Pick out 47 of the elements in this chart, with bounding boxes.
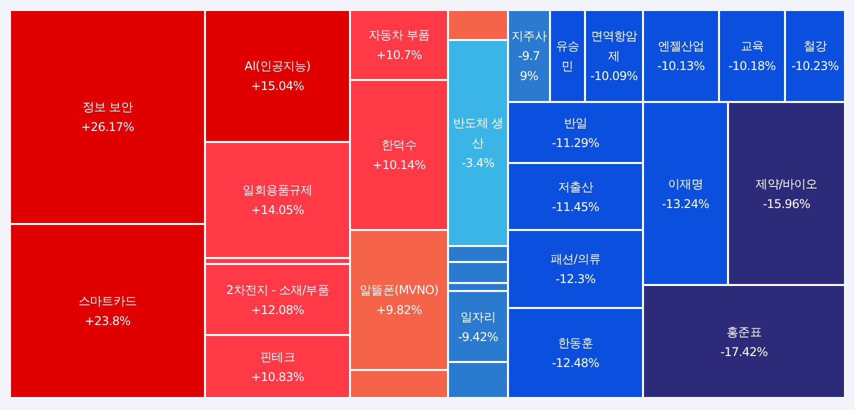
data-label: -9.79%	[517, 48, 541, 85]
data-label: -11.45%	[552, 198, 600, 216]
category-label: 2차전지 - 소재/부품	[226, 282, 329, 298]
data-label: +9.82%	[376, 302, 422, 319]
category-label: 자동차 부품	[368, 27, 430, 44]
category-label: 핀테크	[260, 348, 295, 366]
data-label: -12.48%	[552, 355, 600, 372]
data-label: -15.96%	[762, 196, 810, 212]
data-label: +23.8%	[84, 313, 130, 330]
data-label: +10.14%	[372, 157, 426, 174]
category-label: 알뜰폰(MVNO)	[360, 282, 438, 299]
data-label: -12.3%	[555, 271, 596, 288]
category-label: 철강	[803, 38, 827, 55]
category-label: 제약/바이오	[756, 176, 818, 192]
category-label: 한동훈	[558, 335, 593, 352]
category-label: 패션/의류	[550, 251, 601, 268]
data-label: -10.13%	[657, 58, 705, 75]
category-label: AI(인공지능)	[244, 58, 310, 75]
data-label: -10.18%	[728, 58, 776, 75]
data-label: +14.05%	[250, 202, 304, 219]
data-label: +15.04%	[250, 78, 304, 95]
category-label: 유승민	[554, 38, 580, 75]
data-label: -10.09%	[590, 68, 638, 85]
category-label: 교육	[740, 38, 764, 55]
category-label: 스마트카드	[78, 293, 136, 310]
category-label: 일회용품규제	[242, 182, 312, 199]
category-label: 반일	[564, 114, 588, 132]
category-label: 저출산	[558, 178, 593, 196]
data-label: +10.83%	[250, 368, 304, 386]
data-label: -10.23%	[791, 58, 839, 75]
data-label: -9.42%	[458, 328, 498, 346]
category-label: 지주사	[512, 28, 546, 45]
category-label: 엔젤산업	[658, 38, 704, 55]
data-label: -11.29%	[552, 134, 600, 152]
data-label: +12.08%	[250, 302, 304, 318]
data-label: +10.7%	[376, 47, 422, 64]
category-label: 이재명	[668, 176, 703, 192]
category-label: 정보 보안	[82, 99, 132, 116]
category-label: 면역항암제	[590, 28, 638, 65]
category-label: 일자리	[460, 308, 496, 326]
category-label: 반도체 생산	[452, 115, 504, 152]
data-label: -3.4%	[462, 155, 494, 172]
data-label: -17.42%	[720, 344, 768, 360]
category-label: 한덕수	[382, 137, 416, 154]
data-label: -13.24%	[662, 196, 710, 212]
category-label: 홍준표	[726, 324, 762, 340]
data-label: +26.17%	[80, 119, 134, 136]
